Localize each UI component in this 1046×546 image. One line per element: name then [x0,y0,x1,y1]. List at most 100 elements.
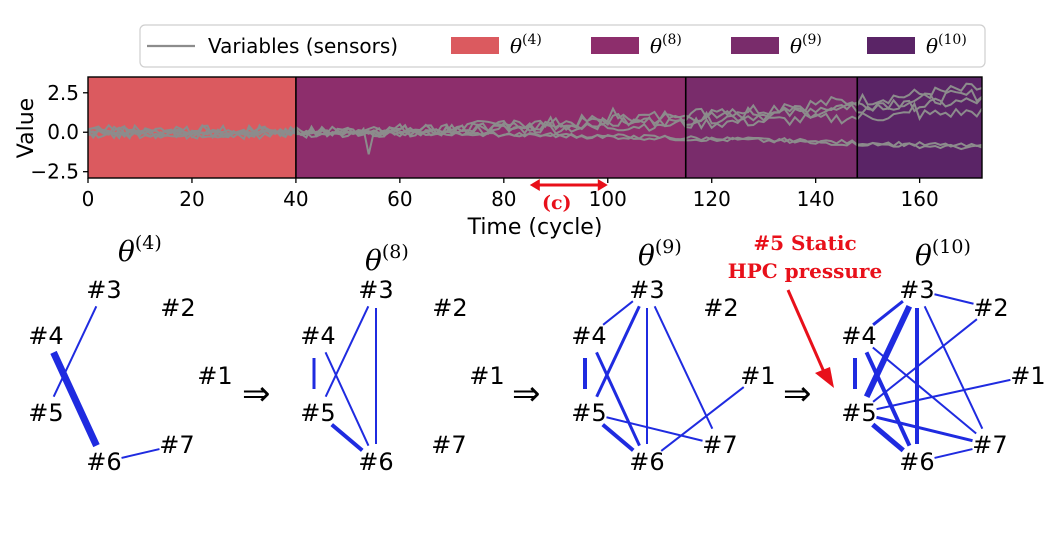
y-tick-label-0: −2.5 [30,160,79,184]
graph-3: #1 #2 #3 #4 #5 #6 #7 θ(10) [841,236,1045,476]
graph-0-node-6: #6 [86,448,121,476]
annotation-line2: HPC pressure [728,259,882,283]
graph-3-title: θ(10) [915,236,971,272]
x-tick-label-2: 40 [283,187,308,211]
graph-3-edge-5 [923,305,984,430]
graph-3-node-4: #4 [841,322,876,350]
graph-2-edge-7 [606,416,703,442]
plot-frame [87,76,983,179]
graph-0-edge-0 [52,305,98,398]
graph-3-node-2: #2 [973,294,1008,322]
graph-0-node-7: #7 [159,431,194,459]
graph-2-edge-2 [595,305,641,398]
graph-1-node-5: #5 [300,399,335,427]
graph-1-node-7: #7 [431,431,466,459]
range-marker-right-head [597,179,608,191]
graph-3-node-7: #7 [972,431,1007,459]
legend-theta9-label: θ(9) [790,32,822,58]
regime-band-3 [857,77,982,178]
legend-theta9-swatch [731,37,779,54]
graph-2: #1 #2 #3 #4 #5 #6 #7 θ(9) [571,236,775,476]
graph-3-edge-7 [872,346,977,435]
graph-2-node-2: #2 [703,294,738,322]
range-marker-left-head [529,179,540,191]
graph-2-node-1: #1 [740,362,775,390]
graph-2-edge-6 [601,423,635,452]
x-tick-label-8: 160 [901,187,939,211]
graph-2-node-5: #5 [571,399,606,427]
y-axis-label: Value [14,98,39,158]
y-tick-label-1: 0.0 [47,120,79,144]
regime-boundaries [295,77,859,178]
graph-3-edge-11 [876,378,1011,411]
graph-1-node-2: #2 [432,294,467,322]
x-tick-label-4: 80 [491,187,516,211]
transition-arrow-1: ⇒ [242,374,271,414]
x-tick-label-1: 20 [179,187,204,211]
graph-2-title: θ(9) [638,236,682,272]
legend-sensor-label: Variables (sensors) [208,34,398,58]
graph-1-title: θ(8) [365,241,409,277]
graph-3-edge-12 [934,448,973,459]
legend-theta10-swatch [867,37,915,54]
y-tick-label-2: 2.5 [47,81,79,105]
x-tick-label-7: 140 [797,187,835,211]
annotation-line1: #5 Static [753,231,856,255]
legend-theta10-label: θ(10) [926,32,967,58]
sensor-series [87,82,983,155]
graph-0-node-5: #5 [28,399,63,427]
graph-3-node-3: #3 [899,276,934,304]
graph-2-node-6: #6 [629,448,664,476]
legend-theta8-swatch [591,37,639,54]
range-marker-c: (c) [529,179,608,214]
annotation-arrow-head [815,367,834,388]
time-series-plot: −2.5 0.0 2.5 0 20 40 60 80 100 120 140 160 Time (cy… [14,76,983,240]
graph-3-node-1: #1 [1010,362,1045,390]
y-axis: −2.5 0.0 2.5 [30,81,88,184]
regime-band-2 [685,77,858,178]
graph-2-edge-1 [602,300,634,326]
graph-2-node-3: #3 [629,276,664,304]
graph-3-edge-10 [872,318,978,403]
graph-0-edge-1 [50,350,100,448]
annotation-arrow-shaft [786,289,826,373]
graph-1-edge-2 [324,351,370,447]
legend-frame [139,24,986,68]
transition-arrow-2: ⇒ [512,374,541,414]
graph-3-edge-9 [876,415,973,443]
sensor-f-line [88,128,983,151]
graph-1-node-3: #3 [358,276,393,304]
x-tick-label-3: 60 [387,187,412,211]
graph-2-edge-4 [653,305,714,430]
graph-3-edge-3 [934,293,974,305]
graph-1-node-4: #4 [300,322,335,350]
x-tick-label-6: 120 [693,187,731,211]
graph-2-edge-5 [595,351,641,447]
graph-3-edge-1 [872,300,904,326]
graph-1-edge-1 [324,305,370,398]
x-axis-label: Time (cycle) [467,215,603,240]
graph-0-edge-2 [121,448,160,459]
graph-2-node-4: #4 [571,322,606,350]
legend-theta4-label: θ(4) [510,32,542,58]
graph-3-edge-2 [863,305,913,398]
chart-legend: Variables (sensors) θ(4) θ(8) θ(9) θ(10) [139,24,986,68]
graph-1: #1 #2 #3 #4 #5 #6 #7 θ(8) [300,241,504,476]
graph-1-node-6: #6 [358,448,393,476]
graph-1-node-1: #1 [469,362,504,390]
dependency-graphs: #1 #2 #3 #4 #5 #6 #7 θ(4) #1 #2 #3 #4 #5 #6 #7 θ(8) #1 #2… [28,232,1045,476]
graph-0-node-1: #1 [197,362,232,390]
sensor-c-line [87,96,983,155]
graph-1-edge-4 [330,423,364,452]
graph-3-node-5: #5 [841,399,876,427]
legend-theta8-label: θ(8) [650,32,682,58]
range-marker-label: (c) [542,192,572,214]
graph-3-edge-8 [871,422,905,453]
graph-0-node-3: #3 [86,276,121,304]
graph-0-node-4: #4 [28,322,63,350]
graph-0: #1 #2 #3 #4 #5 #6 #7 θ(4) [28,232,232,476]
x-tick-label-0: 0 [82,187,95,211]
graph-0-node-2: #2 [160,294,195,322]
sensor5-annotation: #5 Static HPC pressure [728,231,882,388]
